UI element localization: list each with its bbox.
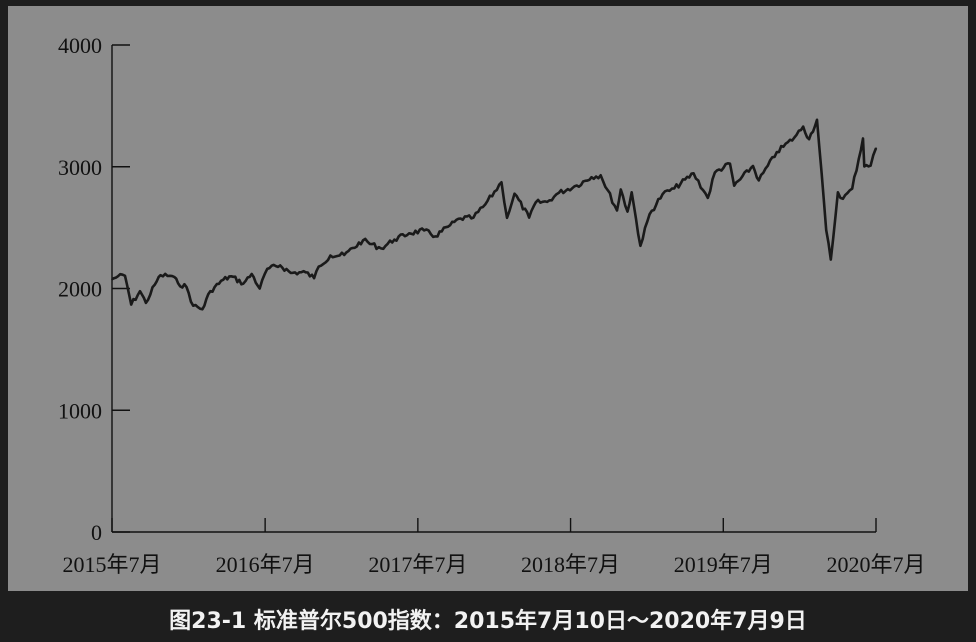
data-point <box>447 225 449 228</box>
data-point <box>500 181 503 184</box>
data-point <box>793 136 796 139</box>
data-point <box>506 216 508 219</box>
data-point <box>869 164 872 167</box>
data-point <box>279 264 282 267</box>
data-point <box>130 303 133 306</box>
data-point <box>513 192 516 195</box>
data-point <box>304 271 307 274</box>
data-point <box>619 188 622 191</box>
y-axis-ticks: 0 1000 2000 3000 4000 <box>58 33 130 545</box>
data-point <box>752 165 754 167</box>
data-point <box>393 238 396 241</box>
data-point <box>875 147 877 150</box>
data-point <box>673 187 676 190</box>
data-point <box>546 201 549 203</box>
data-point <box>139 290 141 293</box>
data-point <box>528 216 531 219</box>
data-point <box>380 247 382 250</box>
data-point <box>630 191 633 194</box>
data-point <box>626 210 629 213</box>
data-point <box>639 244 642 247</box>
data-point <box>258 287 261 290</box>
data-point <box>616 209 618 212</box>
y-tick-label: 4000 <box>58 33 102 58</box>
data-point <box>408 232 410 235</box>
data-point <box>434 235 437 238</box>
data-point <box>362 239 364 242</box>
data-point <box>230 275 233 278</box>
data-point <box>317 265 320 268</box>
data-point <box>757 179 760 182</box>
y-tick-label: 3000 <box>58 155 102 180</box>
data-point <box>851 187 854 190</box>
data-point <box>289 272 292 274</box>
x-tick-label: 2015年7月 <box>62 552 161 577</box>
series-group <box>111 118 878 311</box>
data-point <box>816 118 818 121</box>
data-point <box>313 277 315 280</box>
data-point <box>706 197 709 199</box>
data-point <box>343 254 346 256</box>
data-point <box>209 290 212 293</box>
data-point <box>842 197 844 200</box>
data-point <box>590 176 593 179</box>
data-point <box>242 282 245 285</box>
data-point <box>177 282 180 285</box>
data-point <box>575 184 578 187</box>
data-point <box>222 278 225 281</box>
data-point <box>171 275 174 277</box>
data-point <box>661 193 664 196</box>
y-tick-label: 2000 <box>58 277 102 302</box>
data-point <box>459 217 462 220</box>
data-point <box>144 301 147 304</box>
data-point <box>837 191 839 194</box>
data-point <box>829 258 832 261</box>
data-point <box>557 191 560 194</box>
data-point <box>159 274 162 277</box>
x-tick-label: 2019年7月 <box>674 552 773 577</box>
data-point <box>599 174 602 177</box>
data-point <box>802 125 805 128</box>
axes <box>111 45 876 533</box>
data-point <box>729 162 731 165</box>
data-point <box>192 304 195 307</box>
x-tick-label: 2020年7月 <box>826 552 925 577</box>
data-point <box>534 201 537 204</box>
y-tick-label: 1000 <box>58 398 102 423</box>
data-point <box>111 278 113 281</box>
data-point <box>185 286 188 288</box>
data-point <box>808 138 810 141</box>
data-point <box>266 267 269 270</box>
data-point <box>472 216 475 219</box>
sp500-series-line <box>111 118 878 311</box>
data-point <box>423 229 426 232</box>
data-point <box>153 283 156 286</box>
data-point <box>124 274 126 277</box>
data-point <box>863 165 866 168</box>
data-point <box>648 213 651 216</box>
data-point <box>116 275 119 278</box>
data-point <box>692 172 695 175</box>
data-point <box>250 273 253 275</box>
data-point <box>329 254 332 257</box>
data-point <box>201 308 204 311</box>
data-point <box>825 229 828 231</box>
x-tick-label: 2018年7月 <box>521 552 620 577</box>
data-point <box>862 137 864 140</box>
x-tick-label: 2016年7月 <box>216 552 315 577</box>
chart-frame: 0 1000 2000 3000 4000 2015年7月 2016年7月 2017年7月 2… <box>8 6 968 591</box>
y-tick-label: 0 <box>91 520 102 545</box>
x-tick-label: 2017年7月 <box>368 552 467 577</box>
data-point <box>714 171 716 174</box>
data-point <box>733 184 736 187</box>
data-point <box>775 151 778 154</box>
figure-caption: 图23-1 标准普尔500指数：2015年7月10日～2020年7月9日 <box>169 609 807 634</box>
data-point <box>484 203 487 206</box>
x-axis-ticks: 2015年7月 2016年7月 2017年7月 2018年7月 2019年7月 2020年… <box>62 518 926 577</box>
